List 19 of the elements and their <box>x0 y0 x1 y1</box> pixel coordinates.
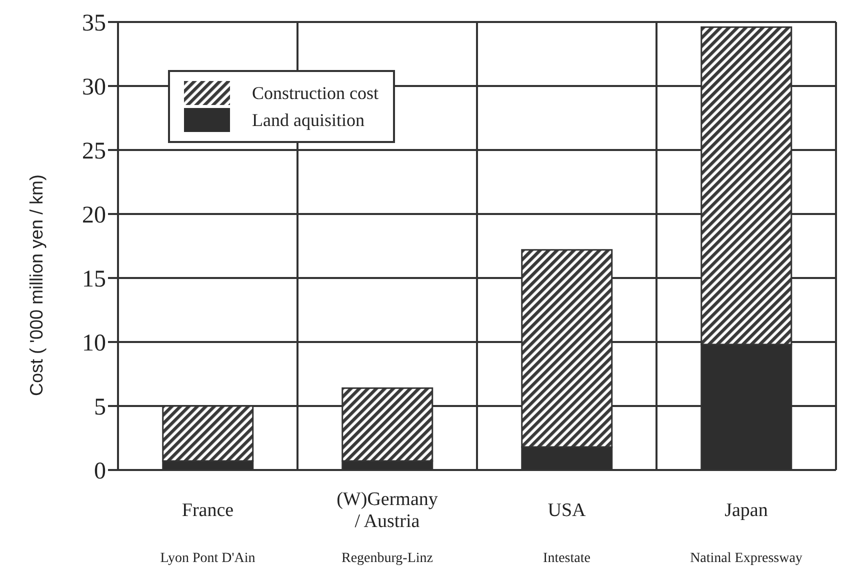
text: Regenburg-Linz <box>342 551 433 566</box>
y-tick-label: 25 <box>82 138 106 165</box>
x-tick-label: France <box>182 500 234 521</box>
y-tick-label: 20 <box>82 202 106 229</box>
x-tick-label: (W)Germany / Austria <box>336 489 438 532</box>
legend-label: Construction cost <box>252 82 378 104</box>
y-tick-label: 5 <box>94 394 106 421</box>
y-tick-label: 0 <box>94 458 106 485</box>
y-tick-label: 35 <box>82 10 106 37</box>
x-tick-label: USA <box>548 500 586 521</box>
x-tick-label: Japan <box>724 500 768 521</box>
y-tick-label: 15 <box>82 266 106 293</box>
y-axis-title: Cost ( '000 million yen / km) <box>26 174 46 396</box>
y-tick-label: 10 <box>82 330 106 357</box>
y-tick-label: 30 <box>82 74 106 101</box>
text: Intestate <box>543 551 590 566</box>
text: Lyon Pont D'Ain <box>160 551 256 566</box>
legend-label: Land aquisition <box>252 110 364 130</box>
text: Natinal Expressway <box>690 551 802 566</box>
